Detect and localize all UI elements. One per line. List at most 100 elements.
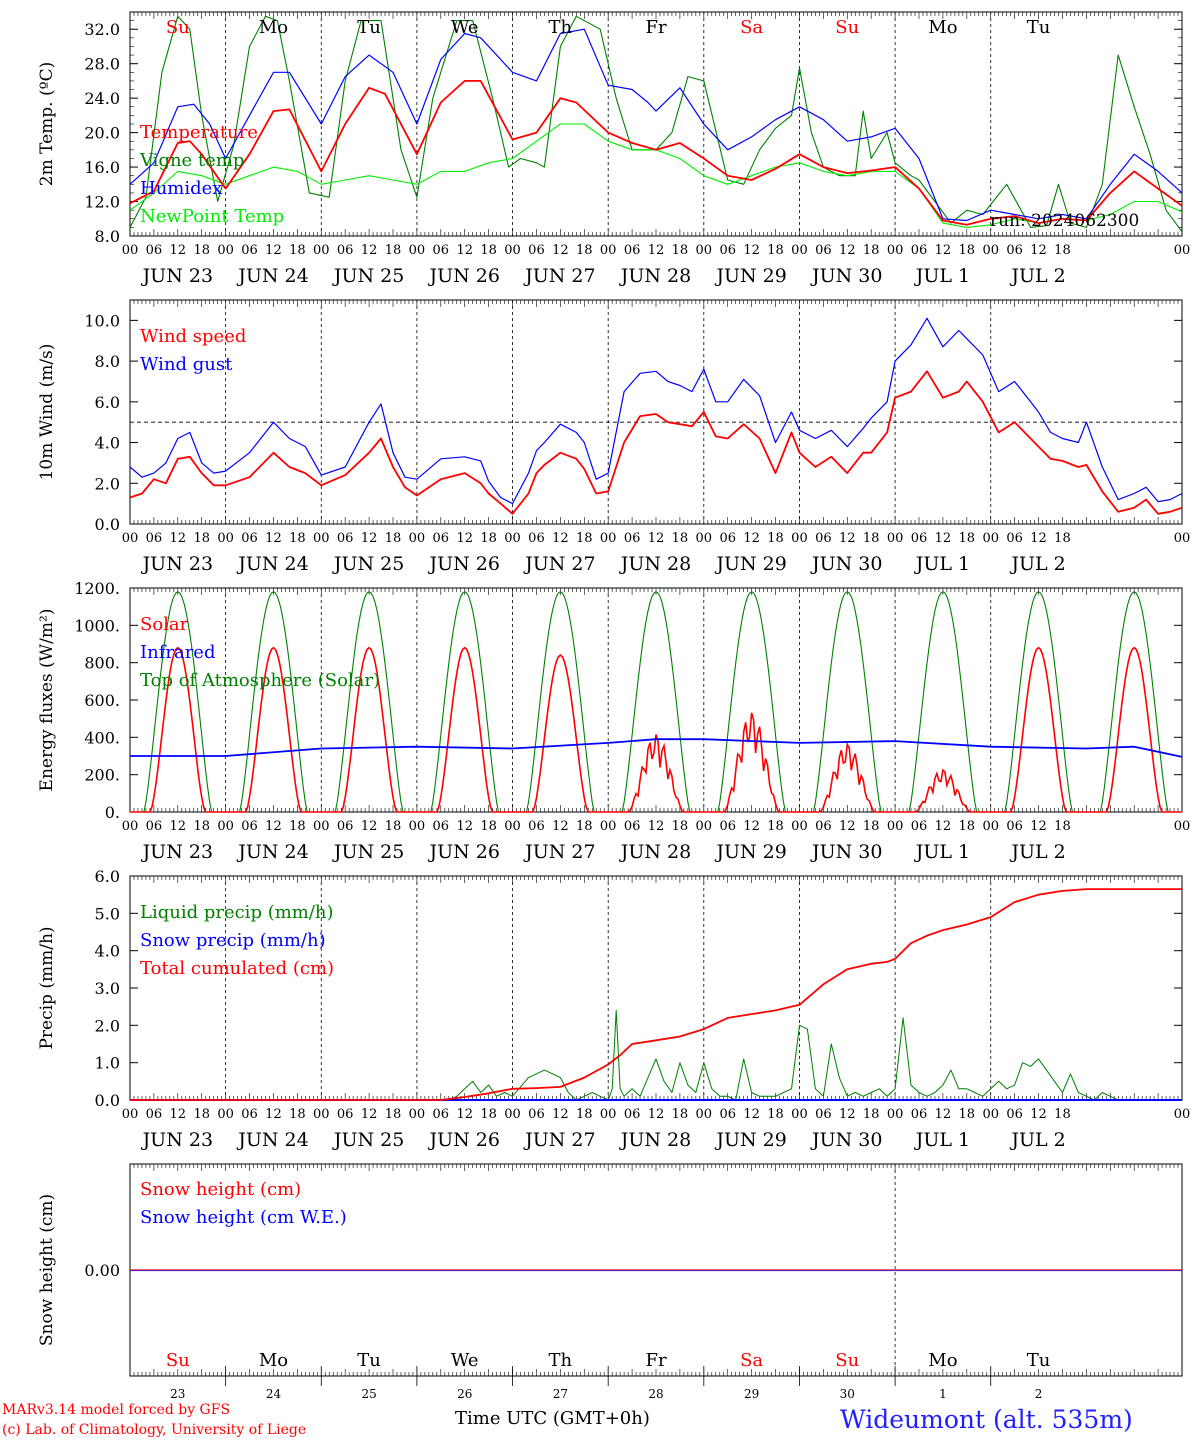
legend-entry: Solar <box>140 614 189 635</box>
x-hour-label: 18 <box>959 531 976 546</box>
legend-entry: Top of Atmosphere (Solar) <box>140 670 380 691</box>
x-hour-label: 00 <box>791 531 808 546</box>
series-line-temperature <box>129 80 1183 226</box>
x-hour-label: 00 <box>696 819 713 834</box>
labels: 8.012.016.020.024.028.032.02m Temp. (ºC)… <box>37 17 1190 1401</box>
day-name-label: Su <box>835 17 859 38</box>
x-hour-label: 06 <box>337 531 354 546</box>
x-date-label: JUN 26 <box>427 841 499 863</box>
x-hour-label: 18 <box>193 1107 210 1122</box>
x-hour-label: 00 <box>313 819 330 834</box>
x-hour-label: 12 <box>170 243 187 258</box>
x-hour-label: 18 <box>385 531 402 546</box>
x-hour-label: 06 <box>624 531 641 546</box>
run-label: run: 2024062300 <box>990 211 1139 231</box>
x-date-label: JUN 27 <box>523 841 595 863</box>
x-hour-label: 12 <box>456 1107 473 1122</box>
series-line-humidex <box>129 28 1183 222</box>
panel-frame-2 <box>129 587 1183 813</box>
x-hour-label: 18 <box>959 819 976 834</box>
x-date-label: JUL 1 <box>914 841 970 863</box>
x-hour-label: 00 <box>313 243 330 258</box>
y-tick-label: 10.0 <box>84 311 120 330</box>
x-hour-label: 12 <box>361 819 378 834</box>
x-date-label: JUN 29 <box>714 841 786 863</box>
day-number-label: 24 <box>266 1387 282 1401</box>
x-hour-label: 00 <box>982 1107 999 1122</box>
credit-line-2: (c) Lab. of Climatology, University of L… <box>2 1422 306 1438</box>
x-hour-label: 06 <box>911 1107 928 1122</box>
x-date-label: JUN 29 <box>714 553 786 575</box>
x-hour-label: 18 <box>863 243 880 258</box>
legend-entry: Liquid precip (mm/h) <box>140 902 334 923</box>
panel-frame-1 <box>129 299 1183 525</box>
x-hour-label: 00 <box>887 819 904 834</box>
x-hour-label: 18 <box>1054 819 1071 834</box>
x-hour-label: 18 <box>289 819 306 834</box>
day-number-label: 30 <box>840 1387 855 1401</box>
x-hour-label: 06 <box>624 1107 641 1122</box>
y-tick-label: 400. <box>84 728 120 747</box>
x-hour-label: 12 <box>839 531 856 546</box>
y-tick-label: 8.0 <box>95 352 120 371</box>
x-hour-label: 00 <box>409 243 426 258</box>
y-tick-label: 0.0 <box>95 1091 120 1110</box>
x-hour-label: 12 <box>648 1107 665 1122</box>
y-tick-label: 6.0 <box>95 393 120 412</box>
x-date-label: JUN 25 <box>332 553 404 575</box>
x-date-label: JUN 30 <box>810 1129 882 1151</box>
x-hour-label: 18 <box>767 531 784 546</box>
series-line-vigne-temp <box>129 15 1183 233</box>
x-hour-label: 18 <box>576 531 593 546</box>
x-hour-label: 06 <box>433 1107 450 1122</box>
x-hour-label: 00 <box>409 819 426 834</box>
x-date-label: JUN 30 <box>810 841 882 863</box>
x-hour-label: 18 <box>767 1107 784 1122</box>
series-line-top-of-atmosphere-solar <box>130 591 1182 813</box>
x-hour-label: 00 <box>982 243 999 258</box>
x-hour-label: 00 <box>122 531 139 546</box>
day-name-label: Sa <box>740 17 763 38</box>
x-hour-label: 18 <box>863 1107 880 1122</box>
x-hour-label: 12 <box>1030 1107 1047 1122</box>
x-hour-label: 06 <box>241 819 258 834</box>
x-hour-label: 12 <box>743 243 760 258</box>
day-number-label: 23 <box>170 1387 185 1401</box>
x-date-label: JUN 27 <box>523 265 595 287</box>
x-hour-label: 12 <box>361 1107 378 1122</box>
y-tick-label: 16.0 <box>84 158 120 177</box>
x-hour-label: 18 <box>959 243 976 258</box>
x-date-label: JUN 27 <box>523 553 595 575</box>
x-hour-label: 12 <box>265 243 282 258</box>
x-hour-label: 12 <box>839 819 856 834</box>
series-line-wind-speed <box>129 370 1183 515</box>
x-hour-label: 00 <box>696 531 713 546</box>
x-hour-label: 06 <box>528 1107 545 1122</box>
y-tick-label: 2.0 <box>95 474 120 493</box>
x-hour-label: 12 <box>839 1107 856 1122</box>
x-hour-label: 12 <box>456 243 473 258</box>
y-tick-label: 32.0 <box>84 20 120 39</box>
x-hour-label: 06 <box>146 243 163 258</box>
legend-entry: Snow height (cm W.E.) <box>140 1207 347 1228</box>
x-hour-label: 06 <box>815 531 832 546</box>
station-label: Wideumont (alt. 535m) <box>840 1405 1133 1434</box>
x-hour-label: 18 <box>385 1107 402 1122</box>
x-date-label: JUN 24 <box>236 553 308 575</box>
x-hour-label: 00 <box>791 1107 808 1122</box>
x-hour-label: 12 <box>648 819 665 834</box>
y-tick-label: 2.0 <box>95 1016 120 1035</box>
x-hour-label: 12 <box>743 531 760 546</box>
series-line-liquid-precip-mm-h- <box>130 1009 1182 1101</box>
x-date-label: JUN 28 <box>619 553 691 575</box>
x-hour-label: 18 <box>672 1107 689 1122</box>
x-date-label: JUN 23 <box>141 841 213 863</box>
x-hour-label: 18 <box>480 243 497 258</box>
y-tick-label: 6.0 <box>95 867 120 886</box>
x-hour-label: 12 <box>1030 531 1047 546</box>
x-hour-label: 06 <box>146 1107 163 1122</box>
x-hour-label: 18 <box>1054 531 1071 546</box>
y-tick-label: 0. <box>105 803 120 822</box>
x-hour-label: 18 <box>385 243 402 258</box>
